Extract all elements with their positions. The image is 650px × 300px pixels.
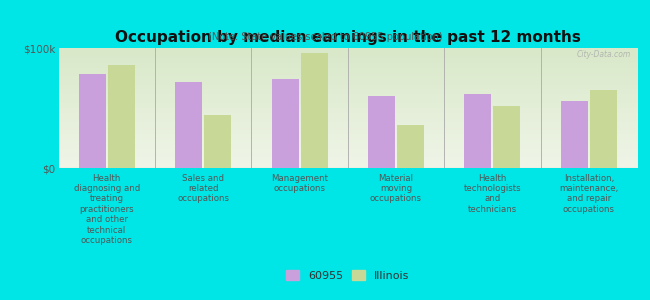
Bar [272, 79, 298, 168]
Bar [300, 53, 328, 168]
Text: City-Data.com: City-Data.com [577, 50, 631, 59]
Bar [464, 94, 491, 168]
Title: Occupation by median earnings in the past 12 months: Occupation by median earnings in the pas… [115, 30, 580, 45]
Bar [175, 82, 202, 168]
Bar [590, 90, 617, 168]
Bar [493, 106, 521, 168]
Legend: 60955, Illinois: 60955, Illinois [283, 267, 413, 285]
Bar [204, 115, 231, 168]
Bar [108, 65, 135, 168]
Bar [368, 96, 395, 168]
Bar [397, 125, 424, 168]
Bar [561, 101, 588, 168]
Text: (Note: State values scaled to 60955 population): (Note: State values scaled to 60955 popu… [208, 32, 442, 41]
Bar [79, 74, 106, 168]
